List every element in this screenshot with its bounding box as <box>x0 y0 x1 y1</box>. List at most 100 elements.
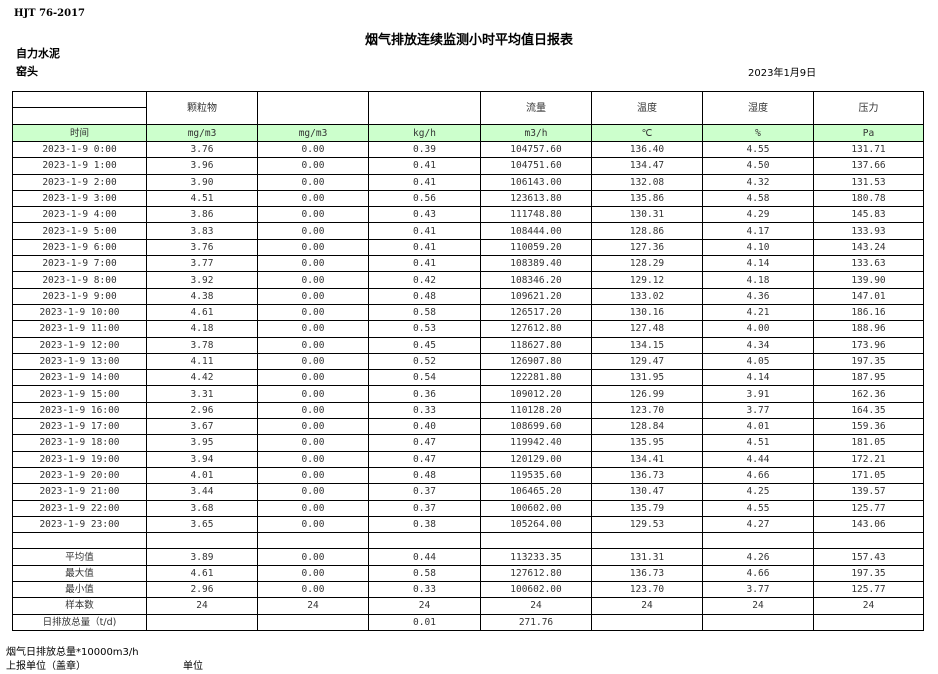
table-cell: 温度 <box>591 91 703 125</box>
table-cell: 135.86 <box>591 189 703 208</box>
table-row: 2023-1-9 13:00 4.11 0.00 0.52 126907.80 129.4… <box>12 352 924 371</box>
table-cell: 3.76 <box>146 140 258 159</box>
table-cell: 109012.20 <box>480 385 592 403</box>
table-cell: 0.43 <box>368 206 481 224</box>
table-cell: 122281.80 <box>480 369 592 387</box>
table-cell: 0.45 <box>368 336 481 354</box>
table-cell: 0.41 <box>368 238 481 257</box>
table-cell: 4.55 <box>702 140 814 159</box>
table-cell: 139.57 <box>813 483 924 501</box>
table-cell: 0.00 <box>257 450 369 468</box>
table-cell: 111748.80 <box>480 206 592 224</box>
table-cell: 4.32 <box>702 173 814 191</box>
table-cell: 131.71 <box>813 140 924 159</box>
table-cell: 0.41 <box>368 157 481 175</box>
table-row: 2023-1-9 11:00 4.18 0.00 0.53 127612.80 127.4… <box>12 320 924 338</box>
table-cell: 110128.20 <box>480 401 592 420</box>
table-cell: 0.00 <box>257 222 369 240</box>
table-cell: 2023-1-9 21:00 <box>12 483 147 501</box>
summary-row: 平均值 3.89 0.00 0.44 113233.35 131.31 4.26 157.43 <box>12 548 924 566</box>
table-cell: 2023-1-9 9:00 <box>12 287 147 305</box>
table-cell <box>813 532 924 550</box>
table-cell: 3.92 <box>146 271 258 289</box>
table-cell: 3.86 <box>146 206 258 224</box>
table-cell: 125.77 <box>813 499 924 517</box>
table-cell: 145.83 <box>813 206 924 224</box>
table-cell: 2023-1-9 2:00 <box>12 173 147 191</box>
unit-row: 时间 mg/m3 mg/m3 kg/h m3/h ℃% Pa <box>12 124 924 142</box>
table-cell: 0.41 <box>368 255 481 273</box>
unit-name: 窑头 <box>16 65 38 78</box>
table-cell: kg/h <box>368 124 481 142</box>
table-cell <box>591 532 703 550</box>
table-row: 2023-1-9 15:00 3.31 0.00 0.36 109012.20 126.9… <box>12 385 924 403</box>
table-cell: 134.41 <box>591 450 703 468</box>
table-cell: 4.25 <box>702 483 814 501</box>
table-cell: 0.00 <box>257 206 369 224</box>
table-cell: 0.00 <box>257 352 369 371</box>
table-cell: 106465.20 <box>480 483 592 501</box>
table-cell: 100602.00 <box>480 581 592 599</box>
table-row: 2023-1-9 18:00 3.95 0.00 0.47 119942.40 135.9… <box>12 434 924 452</box>
table-cell: 100602.00 <box>480 499 592 517</box>
table-row: 2023-1-9 2:00 3.90 0.00 0.41 106143.00 132.08… <box>12 173 924 191</box>
divider <box>13 107 146 108</box>
table-cell: 127.36 <box>591 238 703 257</box>
table-cell: 127612.80 <box>480 320 592 338</box>
table-cell: 2.96 <box>146 581 258 599</box>
table-cell: 0.00 <box>257 466 369 485</box>
table-cell: 0.36 <box>368 385 481 403</box>
table-row: 2023-1-9 20:00 4.01 0.00 0.48 119535.60 136.7… <box>12 466 924 485</box>
table-cell: 4.61 <box>146 303 258 322</box>
table-cell: 127.48 <box>591 320 703 338</box>
table-cell: 3.68 <box>146 499 258 517</box>
table-cell: 0.48 <box>368 466 481 485</box>
table-cell: 0.00 <box>257 581 369 599</box>
table-cell: 139.90 <box>813 271 924 289</box>
table-cell: 0.00 <box>257 483 369 501</box>
table-cell: 104751.60 <box>480 157 592 175</box>
table-cell: 2023-1-9 13:00 <box>12 352 147 371</box>
table-cell: 24 <box>146 597 258 615</box>
table-cell: 3.89 <box>146 548 258 566</box>
table-cell: 4.61 <box>146 564 258 583</box>
table-cell: 24 <box>702 597 814 615</box>
table-cell <box>813 613 924 631</box>
table-cell: 137.66 <box>813 157 924 175</box>
table-cell: 4.66 <box>702 564 814 583</box>
table-cell: 2023-1-9 4:00 <box>12 206 147 224</box>
table-cell: 4.18 <box>702 271 814 289</box>
table-cell: 3.90 <box>146 173 258 191</box>
table-cell: 0.00 <box>257 369 369 387</box>
table-cell: 134.15 <box>591 336 703 354</box>
table-cell: 108389.40 <box>480 255 592 273</box>
table-cell: 3.77 <box>146 255 258 273</box>
table-row: 2023-1-9 12:00 3.78 0.00 0.45 118627.80 134.1… <box>12 336 924 354</box>
table-cell: 128.84 <box>591 418 703 436</box>
table-cell: 0.00 <box>257 434 369 452</box>
table-cell: 3.67 <box>146 418 258 436</box>
table-cell: 4.34 <box>702 336 814 354</box>
table-row: 2023-1-9 16:00 2.96 0.00 0.33 110128.20 123.7… <box>12 401 924 420</box>
table-cell <box>146 532 258 550</box>
table-cell: 0.47 <box>368 434 481 452</box>
table-cell: m3/h <box>480 124 592 142</box>
summary-row: 日排放总量（t/d) 0.01 271.76 <box>12 613 924 631</box>
table-cell: 3.76 <box>146 238 258 257</box>
table-cell: 128.29 <box>591 255 703 273</box>
table-cell: 3.83 <box>146 222 258 240</box>
table-cell: 样本数 <box>12 597 147 615</box>
table-cell: 0.39 <box>368 140 481 159</box>
table-cell: 0.00 <box>257 157 369 175</box>
table-cell: Pa <box>813 124 924 142</box>
table-cell: 105264.00 <box>480 515 592 534</box>
table-cell: 126907.80 <box>480 352 592 371</box>
table-cell: 0.58 <box>368 564 481 583</box>
table-cell: 24 <box>257 597 369 615</box>
table-cell: 136.40 <box>591 140 703 159</box>
table-cell: 164.35 <box>813 401 924 420</box>
table-row: 2023-1-9 22:00 3.68 0.00 0.37 100602.00 135.7… <box>12 499 924 517</box>
table-cell: 湿度 <box>702 91 814 125</box>
table-cell: 4.38 <box>146 287 258 305</box>
empty-row <box>12 532 924 550</box>
